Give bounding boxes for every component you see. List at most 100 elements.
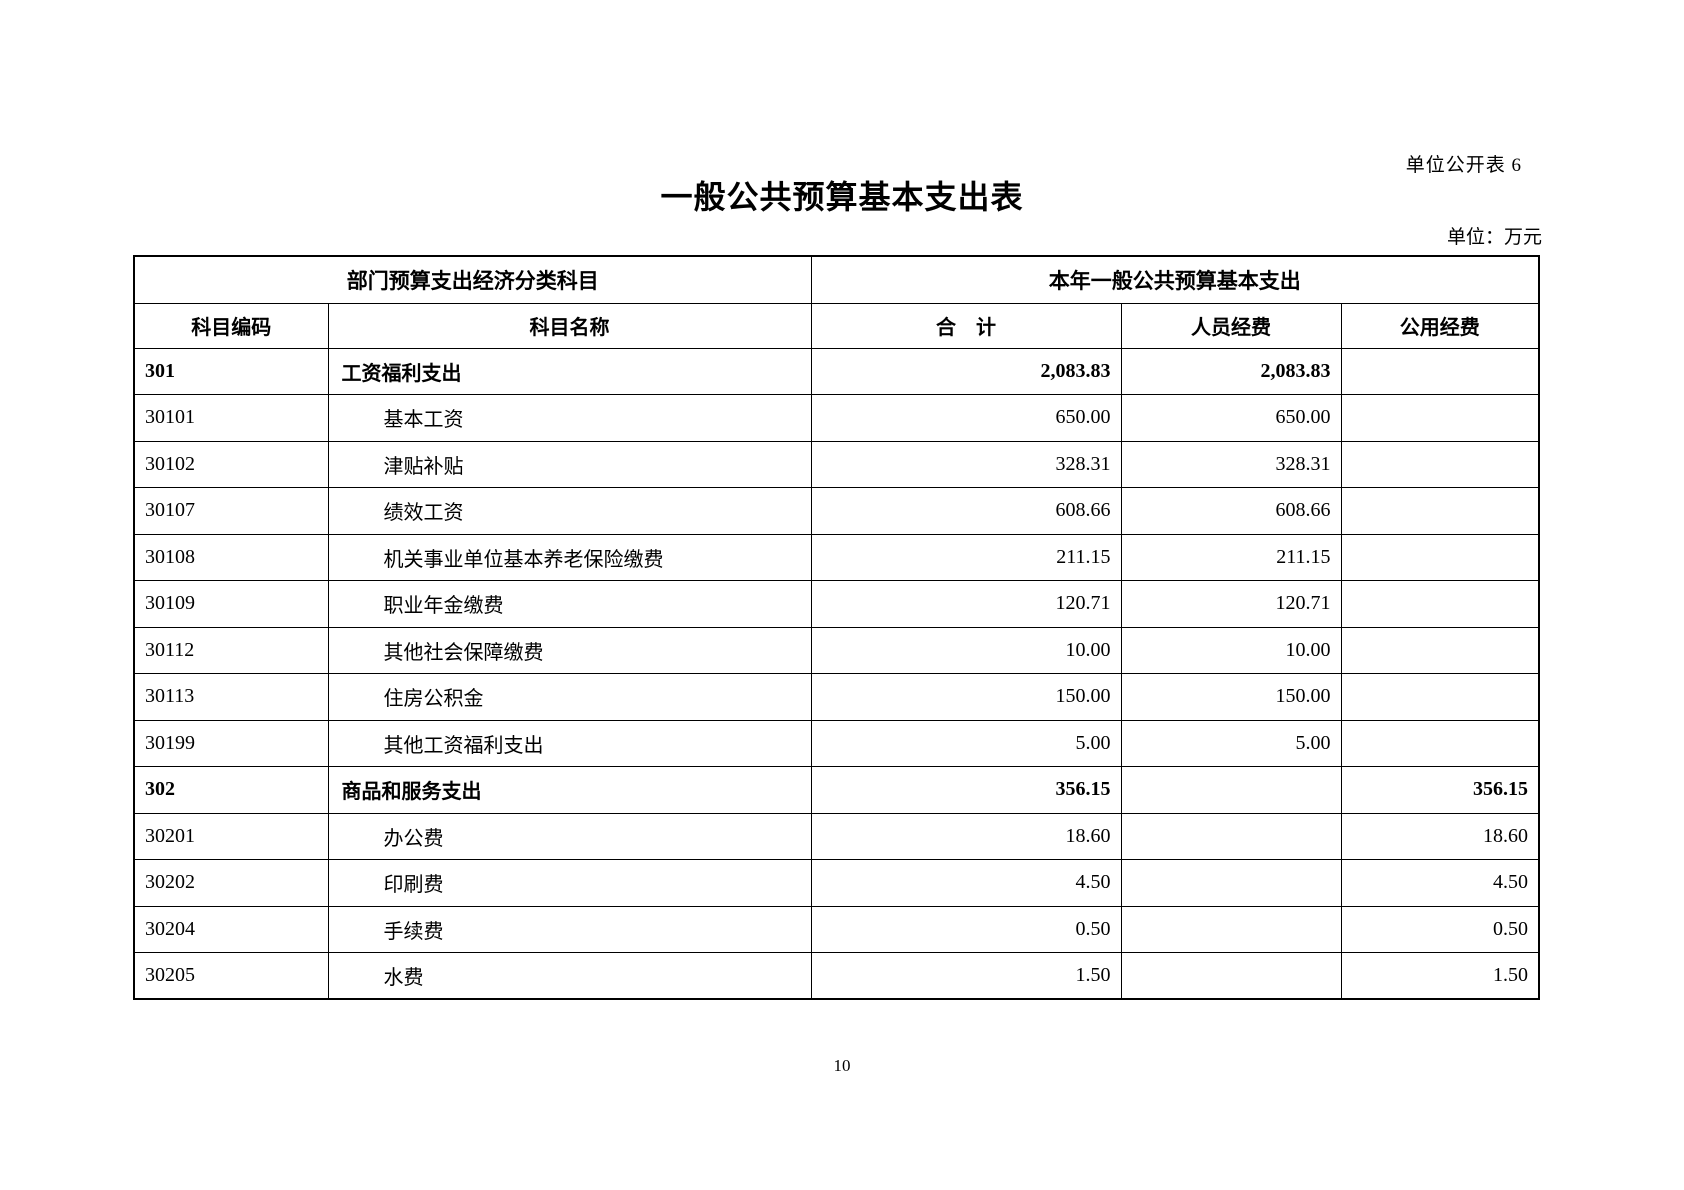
cell-code: 30201 bbox=[133, 812, 329, 860]
cell-public bbox=[1340, 673, 1540, 721]
cell-personnel: 120.71 bbox=[1120, 580, 1342, 628]
cell-public: 18.60 bbox=[1340, 812, 1540, 860]
cell-name: 手续费 bbox=[327, 905, 812, 953]
cell-code: 30202 bbox=[133, 859, 329, 907]
cell-total: 328.31 bbox=[810, 440, 1122, 488]
cell-personnel bbox=[1120, 859, 1342, 907]
table-row: 30109 职业年金缴费 120.71 120.71 bbox=[133, 580, 1540, 628]
table-row: 30201 办公费 18.60 18.60 bbox=[133, 812, 1540, 860]
column-header-personnel: 人员经费 bbox=[1120, 302, 1342, 349]
table-row: 30107 绩效工资 608.66 608.66 bbox=[133, 487, 1540, 535]
table-header: 部门预算支出经济分类科目 本年一般公共预算基本支出 科目编码 科目名称 合 计 … bbox=[133, 255, 1540, 349]
table-row: 30101 基本工资 650.00 650.00 bbox=[133, 394, 1540, 442]
budget-table: 部门预算支出经济分类科目 本年一般公共预算基本支出 科目编码 科目名称 合 计 … bbox=[133, 255, 1540, 1000]
table-body: 301 工资福利支出 2,083.83 2,083.83 30101 基本工资 650.00… bbox=[133, 347, 1540, 1000]
cell-name: 基本工资 bbox=[327, 394, 812, 442]
cell-personnel bbox=[1120, 905, 1342, 953]
cell-public bbox=[1340, 440, 1540, 488]
header-group-row: 部门预算支出经济分类科目 本年一般公共预算基本支出 bbox=[133, 255, 1540, 304]
column-header-code: 科目编码 bbox=[133, 302, 329, 349]
cell-total: 18.60 bbox=[810, 812, 1122, 860]
column-header-public: 公用经费 bbox=[1340, 302, 1540, 349]
table-row: 30205 水费 1.50 1.50 bbox=[133, 952, 1540, 1000]
cell-total: 211.15 bbox=[810, 533, 1122, 581]
cell-total: 0.50 bbox=[810, 905, 1122, 953]
cell-name: 其他工资福利支出 bbox=[327, 719, 812, 767]
cell-name: 印刷费 bbox=[327, 859, 812, 907]
cell-personnel bbox=[1120, 952, 1342, 1000]
header-columns-row: 科目编码 科目名称 合 计 人员经费 公用经费 bbox=[133, 302, 1540, 349]
cell-code: 30108 bbox=[133, 533, 329, 581]
column-header-total: 合 计 bbox=[810, 302, 1122, 349]
cell-total: 608.66 bbox=[810, 487, 1122, 535]
cell-name: 津贴补贴 bbox=[327, 440, 812, 488]
cell-total: 5.00 bbox=[810, 719, 1122, 767]
cell-public bbox=[1340, 580, 1540, 628]
cell-code: 30109 bbox=[133, 580, 329, 628]
cell-personnel: 650.00 bbox=[1120, 394, 1342, 442]
page-number: 10 bbox=[833, 1056, 851, 1075]
cell-public: 356.15 bbox=[1340, 766, 1540, 814]
cell-total: 650.00 bbox=[810, 394, 1122, 442]
table-row: 30204 手续费 0.50 0.50 bbox=[133, 905, 1540, 953]
cell-public bbox=[1340, 533, 1540, 581]
cell-total: 2,083.83 bbox=[810, 347, 1122, 395]
cell-personnel: 608.66 bbox=[1120, 487, 1342, 535]
cell-name: 职业年金缴费 bbox=[327, 580, 812, 628]
cell-total: 150.00 bbox=[810, 673, 1122, 721]
table-row: 30102 津贴补贴 328.31 328.31 bbox=[133, 440, 1540, 488]
cell-personnel: 5.00 bbox=[1120, 719, 1342, 767]
header-group-left: 部门预算支出经济分类科目 bbox=[133, 255, 812, 304]
page-title: 一般公共预算基本支出表 bbox=[660, 179, 1024, 215]
table-row: 30199 其他工资福利支出 5.00 5.00 bbox=[133, 719, 1540, 767]
cell-code: 30107 bbox=[133, 487, 329, 535]
cell-name: 水费 bbox=[327, 952, 812, 1000]
cell-code: 302 bbox=[133, 766, 329, 814]
cell-public bbox=[1340, 394, 1540, 442]
cell-personnel: 211.15 bbox=[1120, 533, 1342, 581]
header-group-right: 本年一般公共预算基本支出 bbox=[810, 255, 1540, 304]
cell-name: 工资福利支出 bbox=[327, 347, 812, 395]
cell-name: 住房公积金 bbox=[327, 673, 812, 721]
cell-code: 30113 bbox=[133, 673, 329, 721]
cell-personnel: 2,083.83 bbox=[1120, 347, 1342, 395]
cell-public bbox=[1340, 719, 1540, 767]
cell-name: 其他社会保障缴费 bbox=[327, 626, 812, 674]
table-label: 单位公开表 6 bbox=[1405, 155, 1522, 176]
table-row: 30112 其他社会保障缴费 10.00 10.00 bbox=[133, 626, 1540, 674]
unit-note: 单位：万元 bbox=[1446, 227, 1542, 248]
cell-name: 机关事业单位基本养老保险缴费 bbox=[327, 533, 812, 581]
cell-personnel: 328.31 bbox=[1120, 440, 1342, 488]
cell-code: 30205 bbox=[133, 952, 329, 1000]
cell-public: 1.50 bbox=[1340, 952, 1540, 1000]
cell-public: 0.50 bbox=[1340, 905, 1540, 953]
cell-name: 绩效工资 bbox=[327, 487, 812, 535]
cell-code: 30102 bbox=[133, 440, 329, 488]
cell-public bbox=[1340, 626, 1540, 674]
cell-personnel bbox=[1120, 812, 1342, 860]
cell-name: 商品和服务支出 bbox=[327, 766, 812, 814]
cell-public: 4.50 bbox=[1340, 859, 1540, 907]
cell-code: 30101 bbox=[133, 394, 329, 442]
cell-name: 办公费 bbox=[327, 812, 812, 860]
table-row: 30108 机关事业单位基本养老保险缴费 211.15 211.15 bbox=[133, 533, 1540, 581]
cell-personnel: 10.00 bbox=[1120, 626, 1342, 674]
cell-public bbox=[1340, 347, 1540, 395]
cell-total: 120.71 bbox=[810, 580, 1122, 628]
cell-total: 356.15 bbox=[810, 766, 1122, 814]
column-header-name: 科目名称 bbox=[327, 302, 812, 349]
table-row: 302 商品和服务支出 356.15 356.15 bbox=[133, 766, 1540, 814]
cell-total: 10.00 bbox=[810, 626, 1122, 674]
table-row: 30113 住房公积金 150.00 150.00 bbox=[133, 673, 1540, 721]
cell-total: 4.50 bbox=[810, 859, 1122, 907]
cell-total: 1.50 bbox=[810, 952, 1122, 1000]
cell-code: 30199 bbox=[133, 719, 329, 767]
table-row: 301 工资福利支出 2,083.83 2,083.83 bbox=[133, 347, 1540, 395]
cell-code: 301 bbox=[133, 347, 329, 395]
cell-personnel bbox=[1120, 766, 1342, 814]
cell-public bbox=[1340, 487, 1540, 535]
cell-code: 30204 bbox=[133, 905, 329, 953]
cell-personnel: 150.00 bbox=[1120, 673, 1342, 721]
table-row: 30202 印刷费 4.50 4.50 bbox=[133, 859, 1540, 907]
